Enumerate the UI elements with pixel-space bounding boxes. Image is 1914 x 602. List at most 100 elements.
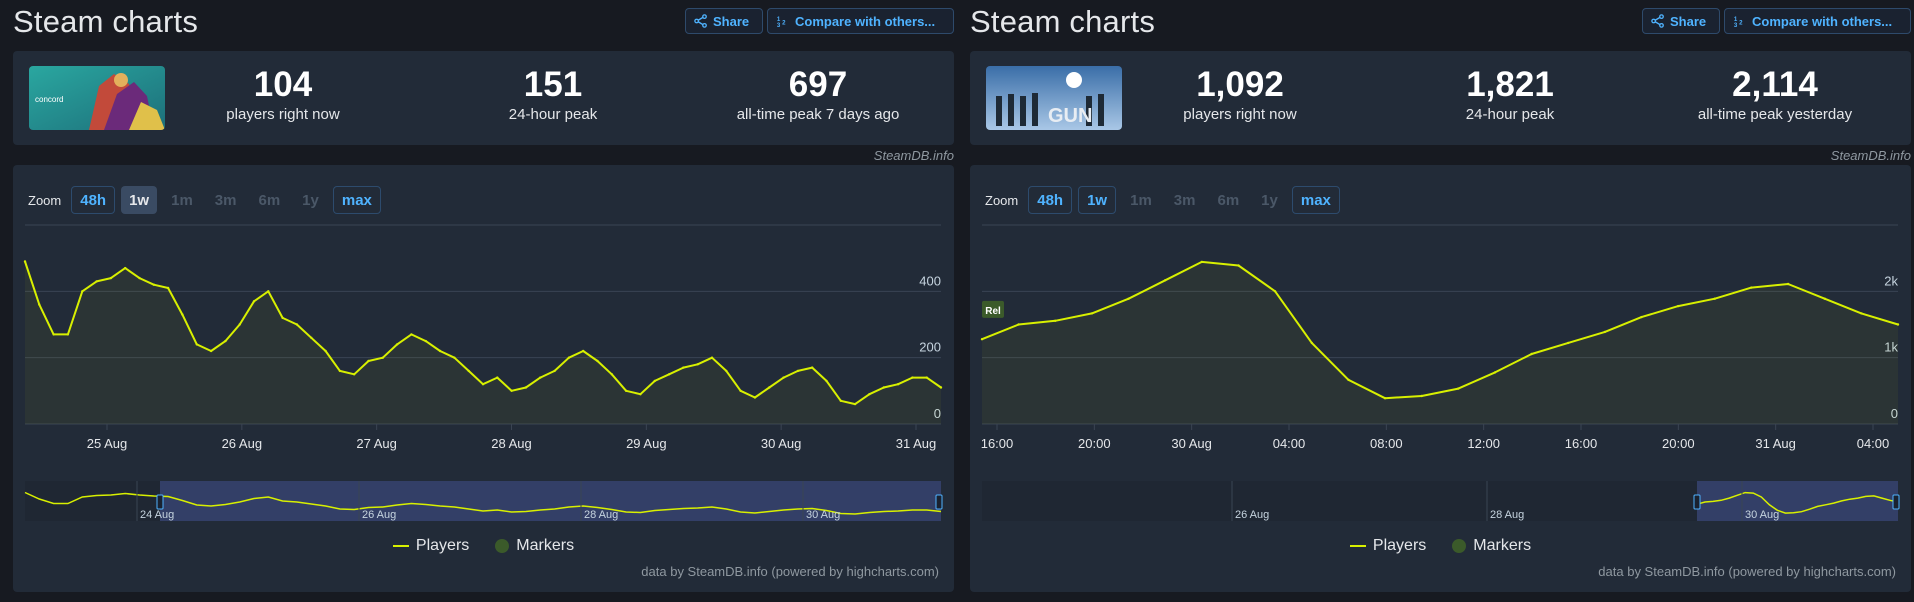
data-point[interactable]	[496, 376, 499, 379]
data-point[interactable]	[1603, 330, 1607, 334]
game-thumbnail[interactable]: concord	[29, 66, 165, 130]
data-point[interactable]	[1127, 297, 1130, 300]
data-point[interactable]	[667, 373, 671, 376]
navigator-handle-right[interactable]	[935, 494, 943, 510]
data-point[interactable]	[624, 389, 628, 392]
data-point[interactable]	[796, 369, 800, 373]
legend-item-markers[interactable]: Markers	[495, 537, 574, 555]
data-point[interactable]	[252, 300, 256, 303]
legend-item-markers[interactable]: Markers	[1452, 537, 1531, 555]
data-point[interactable]	[453, 356, 456, 359]
steamdb-link[interactable]: SteamDB.info	[1830, 148, 1911, 163]
share-button[interactable]: Share	[685, 8, 763, 34]
data-point[interactable]	[1237, 264, 1240, 267]
data-point[interactable]	[1457, 387, 1460, 390]
data-point[interactable]	[868, 393, 871, 396]
data-point[interactable]	[653, 379, 656, 383]
data-point[interactable]	[424, 339, 427, 343]
data-point[interactable]	[267, 290, 270, 293]
navigator-handle-right[interactable]	[1892, 494, 1900, 510]
data-point[interactable]	[682, 366, 685, 369]
data-point[interactable]	[324, 349, 327, 353]
data-point[interactable]	[1823, 297, 1826, 300]
data-point[interactable]	[438, 349, 442, 353]
data-point[interactable]	[152, 283, 155, 286]
data-point[interactable]	[95, 280, 98, 283]
data-point[interactable]	[811, 366, 814, 369]
data-point[interactable]	[181, 313, 184, 316]
zoom-button-max[interactable]: max	[332, 186, 381, 214]
legend-item-players[interactable]: Players	[1349, 537, 1426, 555]
data-point[interactable]	[209, 349, 213, 353]
game-thumbnail[interactable]: GUN	[986, 66, 1122, 130]
release-marker[interactable]: Rel	[982, 300, 1004, 318]
data-point[interactable]	[395, 343, 399, 346]
data-point[interactable]	[310, 336, 313, 339]
data-point[interactable]	[696, 363, 699, 366]
data-point[interactable]	[539, 376, 542, 379]
zoom-button-48h[interactable]: 48h	[71, 186, 116, 214]
data-point[interactable]	[1164, 279, 1167, 282]
data-point[interactable]	[52, 333, 55, 336]
data-point[interactable]	[481, 383, 485, 386]
data-point[interactable]	[582, 349, 585, 353]
data-point[interactable]	[166, 286, 170, 290]
data-point[interactable]	[610, 373, 613, 376]
data-point[interactable]	[81, 290, 84, 293]
data-point[interactable]	[124, 266, 127, 270]
data-point[interactable]	[1493, 371, 1497, 374]
data-point[interactable]	[195, 343, 198, 346]
data-point[interactable]	[367, 359, 370, 363]
zoom-button-48h[interactable]: 48h	[1028, 186, 1073, 214]
data-point[interactable]	[1347, 378, 1350, 381]
data-point[interactable]	[710, 356, 714, 359]
data-point[interactable]	[980, 338, 984, 341]
data-point[interactable]	[224, 339, 227, 343]
share-button[interactable]: Share	[1642, 8, 1720, 34]
data-point[interactable]	[238, 323, 241, 326]
data-point[interactable]	[1090, 312, 1094, 315]
data-point[interactable]	[1383, 397, 1387, 400]
data-point[interactable]	[1017, 323, 1020, 326]
data-point[interactable]	[1713, 297, 1716, 300]
data-point[interactable]	[739, 389, 742, 392]
data-point[interactable]	[524, 386, 528, 389]
data-point[interactable]	[939, 386, 943, 389]
navigator-selection[interactable]	[1697, 481, 1898, 521]
zoom-button-1w[interactable]: 1w	[1078, 186, 1117, 214]
data-point[interactable]	[725, 369, 728, 373]
chart-credit[interactable]: data by SteamDB.info (powered by highcha…	[1598, 564, 1896, 579]
chart-credit[interactable]: data by SteamDB.info (powered by highcha…	[641, 564, 939, 579]
data-point[interactable]	[23, 260, 27, 263]
series-line-players[interactable]	[981, 260, 1899, 400]
data-point[interactable]	[768, 386, 771, 389]
data-point[interactable]	[882, 386, 885, 389]
data-point[interactable]	[353, 373, 356, 376]
data-point[interactable]	[338, 369, 342, 373]
data-point[interactable]	[1860, 312, 1863, 315]
data-point[interactable]	[467, 369, 470, 373]
data-point[interactable]	[1200, 260, 1203, 264]
data-point[interactable]	[925, 376, 928, 379]
navigator-background[interactable]	[25, 481, 941, 521]
data-point[interactable]	[1640, 315, 1643, 319]
data-point[interactable]	[1420, 394, 1423, 398]
data-point[interactable]	[38, 303, 41, 306]
data-point[interactable]	[1273, 290, 1277, 293]
navigator-background[interactable]	[982, 481, 1898, 521]
data-point[interactable]	[109, 276, 113, 280]
navigator-handle-left[interactable]	[156, 494, 164, 510]
data-point[interactable]	[1530, 352, 1533, 356]
data-point[interactable]	[1786, 282, 1790, 286]
data-point[interactable]	[553, 369, 556, 373]
data-point[interactable]	[510, 389, 513, 392]
data-point[interactable]	[782, 376, 785, 379]
zoom-button-1w[interactable]: 1w	[121, 186, 158, 214]
data-point[interactable]	[1310, 341, 1313, 345]
data-point[interactable]	[825, 379, 828, 383]
data-point[interactable]	[1896, 323, 1900, 326]
data-point[interactable]	[66, 333, 70, 336]
data-point[interactable]	[853, 402, 857, 406]
